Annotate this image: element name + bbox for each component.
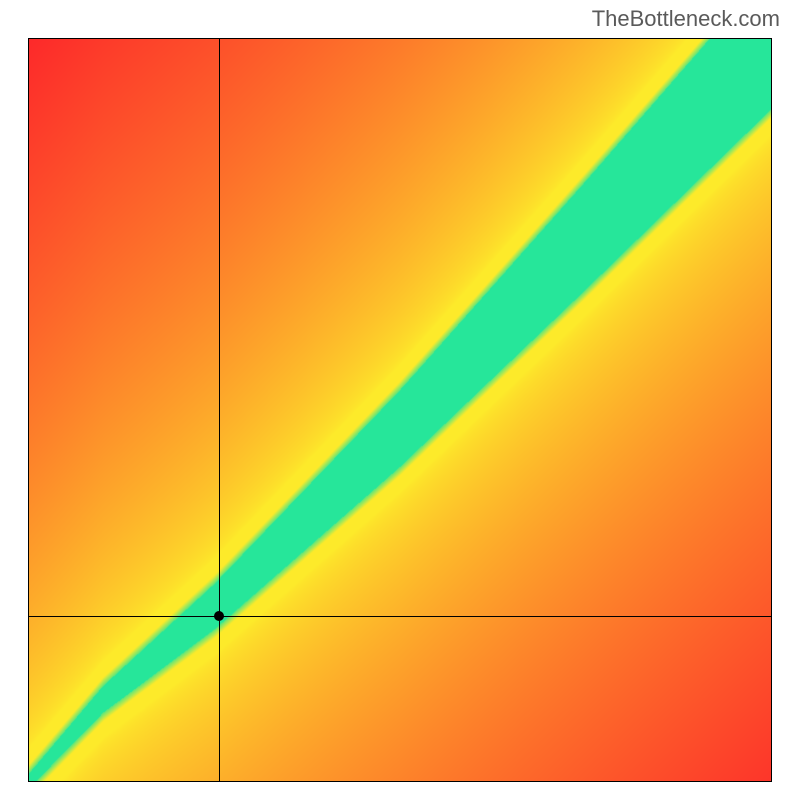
crosshair-point: [214, 611, 224, 621]
bottleneck-heatmap: [28, 38, 772, 782]
attribution-text: TheBottleneck.com: [592, 6, 780, 32]
crosshair-vertical: [219, 39, 220, 781]
heatmap-canvas: [29, 39, 771, 781]
crosshair-horizontal: [29, 616, 771, 617]
